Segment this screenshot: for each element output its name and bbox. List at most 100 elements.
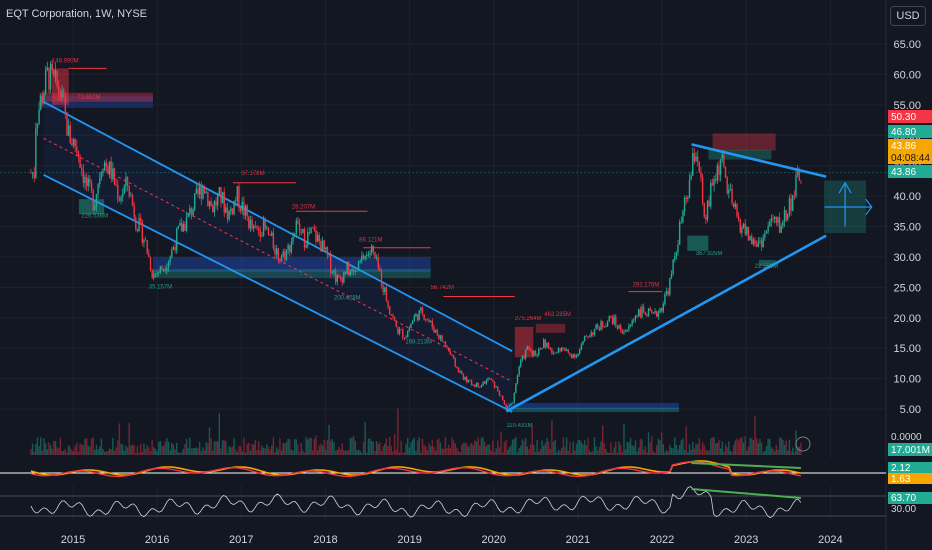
candle-body — [210, 201, 212, 207]
volume-bar — [669, 444, 671, 455]
candle-body — [338, 275, 340, 277]
candle-body — [325, 247, 327, 250]
candle-body — [84, 177, 86, 184]
volume-bar — [597, 450, 599, 455]
candle-body — [416, 314, 419, 321]
volume-bar — [634, 440, 637, 455]
volume-bar — [44, 443, 47, 455]
candle-body — [375, 257, 378, 259]
volume-bar — [31, 443, 34, 455]
candle-body — [796, 171, 799, 175]
volume-bar — [467, 446, 470, 455]
volume-bar — [176, 442, 178, 455]
volume-bar — [297, 444, 299, 455]
currency-button[interactable]: USD — [890, 6, 926, 26]
volume-bar — [796, 447, 799, 455]
volume-bar — [687, 451, 689, 455]
volume-bar — [388, 436, 391, 455]
candle-body — [461, 371, 463, 375]
candle-body — [513, 392, 515, 403]
volume-bar — [488, 444, 491, 455]
candle-body — [498, 391, 501, 396]
volume-bar — [105, 451, 107, 455]
x-tick-label: 2015 — [61, 534, 85, 546]
candle-body — [443, 341, 445, 343]
candle-body — [665, 291, 668, 295]
candle-body — [225, 207, 227, 213]
volume-bar — [333, 442, 335, 455]
volume-bar — [208, 427, 211, 455]
volume-bar — [436, 440, 438, 455]
candle-body — [62, 89, 65, 98]
volume-bar — [461, 444, 463, 455]
volume-bar — [113, 450, 116, 455]
volume-bar — [567, 450, 569, 455]
candle-body — [397, 327, 399, 334]
volume-bar — [762, 452, 764, 455]
candle-body — [99, 178, 101, 185]
volume-bar — [544, 442, 547, 455]
candle-body — [785, 210, 787, 220]
volume-bar — [102, 448, 104, 455]
volume-bar — [344, 450, 347, 455]
target-box[interactable] — [824, 180, 873, 233]
candle-body — [343, 271, 345, 283]
volume-bar — [780, 437, 782, 455]
y-tick-label: 40.00 — [893, 191, 921, 203]
candle-body — [56, 70, 58, 87]
volume-bar — [800, 442, 802, 455]
volume-bar — [398, 452, 401, 455]
candle-body — [30, 172, 32, 174]
volume-bar — [97, 449, 99, 455]
candle-body — [579, 349, 581, 354]
candle-body — [687, 197, 689, 199]
volume-bar — [500, 431, 502, 455]
volume-bar — [451, 437, 453, 455]
volume-bar — [223, 440, 225, 455]
candle-body — [51, 63, 53, 70]
volume-bar — [167, 441, 170, 455]
candle-body — [554, 352, 556, 354]
candle-body — [128, 185, 130, 197]
candle-body — [598, 328, 601, 331]
candle-body — [44, 70, 47, 94]
candle-body — [715, 179, 717, 181]
candle-body — [515, 383, 517, 393]
volume-bar — [590, 452, 592, 455]
candle-body — [35, 127, 37, 178]
candle-body — [646, 314, 648, 317]
volume-bar — [194, 447, 196, 455]
candle-body — [619, 325, 622, 331]
volume-bar — [48, 442, 50, 455]
candle-body — [675, 251, 678, 256]
candle-body — [492, 379, 494, 382]
price-axis[interactable]: 65.0060.0055.0050.0045.0040.0035.0030.00… — [893, 39, 921, 416]
volume-bars — [30, 408, 802, 455]
candle-body — [233, 200, 235, 215]
candle-body — [413, 316, 415, 321]
time-axis[interactable]: 2015 2016 2017 2018 2019 2020 2021 2022 2023 2024 — [61, 534, 843, 546]
candle-body — [549, 347, 551, 350]
volume-bar — [420, 452, 422, 455]
candle-body — [441, 335, 443, 342]
candle-body — [308, 232, 311, 234]
candle-body — [130, 195, 132, 197]
volume-bar — [82, 445, 85, 455]
candle-body — [76, 146, 78, 152]
candle-body — [272, 232, 275, 249]
price-label: 04:08:44 — [891, 153, 930, 164]
candle-body — [556, 352, 558, 354]
candle-body — [280, 256, 283, 262]
volume-bar — [149, 451, 152, 455]
candle-body — [588, 336, 591, 338]
candle-body — [176, 228, 178, 251]
volume-bar — [81, 444, 83, 455]
candle-body — [669, 278, 671, 295]
volume-bar — [264, 448, 266, 455]
candle-body — [298, 223, 301, 233]
volume-bar — [631, 445, 633, 455]
candle-body — [303, 228, 306, 248]
volume-bar — [115, 447, 117, 455]
volume-bar — [284, 443, 286, 455]
